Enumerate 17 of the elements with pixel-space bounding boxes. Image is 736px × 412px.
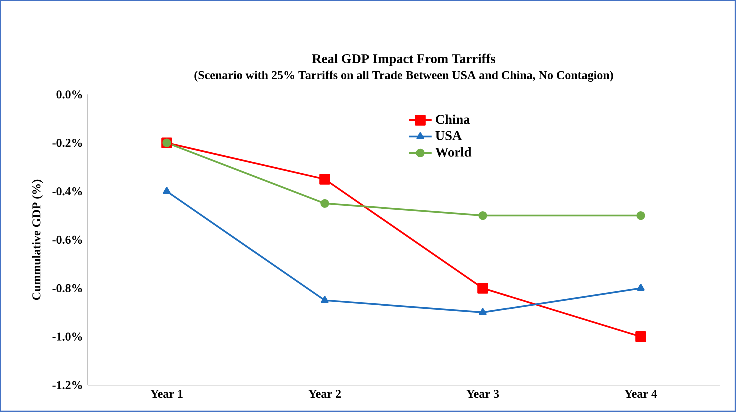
y-tick-label: -0.8% bbox=[52, 284, 82, 293]
legend-label: World bbox=[436, 148, 472, 158]
y-tick-label: 0.0% bbox=[56, 90, 82, 99]
y-tick-label: -1.2% bbox=[52, 381, 82, 390]
y-tick-label: -0.2% bbox=[52, 139, 82, 148]
legend-label: China bbox=[436, 114, 470, 124]
legend-label: USA bbox=[436, 131, 462, 140]
chart-subtitle: (Scenario with 25% Tarriffs on all Trade Between USA and China, No Contagion) bbox=[194, 70, 614, 82]
y-tick-label: -1.0% bbox=[52, 332, 82, 341]
y-axis-title: Cummulative GDP (%) bbox=[32, 180, 44, 300]
x-tick-label: Year 1 bbox=[150, 390, 183, 398]
y-tick-label: -0.4% bbox=[52, 187, 82, 196]
x-tick-label: Year 2 bbox=[308, 390, 341, 398]
x-tick-label: Year 3 bbox=[466, 390, 500, 398]
chart-title: Real GDP Impact From Tarriffs bbox=[312, 54, 496, 66]
y-tick-label: -0.6% bbox=[52, 236, 82, 244]
x-tick-label: Year 4 bbox=[624, 390, 658, 398]
